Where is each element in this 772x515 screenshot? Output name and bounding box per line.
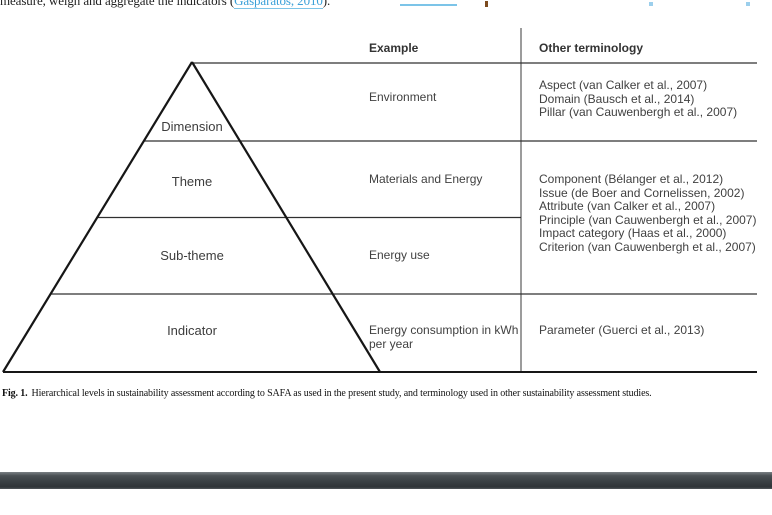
cut-off-glyph-fragment (746, 2, 750, 6)
cut-off-citation-link-fragment[interactable] (400, 4, 457, 6)
column-header-example: Example (369, 41, 419, 55)
cut-off-glyph-fragment (649, 2, 653, 6)
cut-off-glyph-fragment (485, 1, 488, 7)
example-cell-environment: Environment (369, 90, 437, 104)
example-cell-materials-energy: Materials and Energy (369, 172, 483, 186)
terminology-cell-theme-subtheme: Component (Bélanger et al., 2012) Issue (… (539, 172, 757, 254)
cut-off-paragraph-line: measure, weigh and aggregate the indicat… (0, 0, 330, 9)
pyramid-right-edge (191, 61, 381, 373)
figure-caption-label: Fig. 1. (2, 388, 28, 399)
terminology-cell-indicator: Parameter (Guerci et al., 2013) (539, 323, 705, 337)
figure-linework (2, 28, 757, 373)
pyramid-level-label-subtheme: Sub-theme (160, 248, 224, 263)
pyramid-level-label-dimension: Dimension (161, 119, 223, 134)
example-cell-energy-use: Energy use (369, 248, 430, 262)
example-cell-energy-consumption: Energy consumption in kWh per year (369, 323, 519, 351)
page-separator-bar (0, 472, 772, 489)
terminology-cell-dimension: Aspect (van Calker et al., 2007) Domain (… (539, 78, 738, 119)
figure-caption-text: Hierarchical levels in sustainability as… (31, 388, 652, 399)
paragraph-text-fragment: measure, weigh and aggregate the indicat… (0, 0, 235, 8)
pyramid-left-edge (2, 61, 193, 373)
paragraph-text-fragment-end: ). (322, 0, 331, 8)
pyramid-level-label-theme: Theme (171, 174, 213, 189)
citation-link-gasparatos[interactable]: Gasparatos, 2010 (234, 0, 323, 9)
figure-caption: Fig. 1. Hierarchical levels in sustainabi… (2, 388, 772, 399)
column-header-other-terminology: Other terminology (539, 41, 644, 55)
pyramid-level-label-indicator: Indicator (167, 323, 217, 338)
